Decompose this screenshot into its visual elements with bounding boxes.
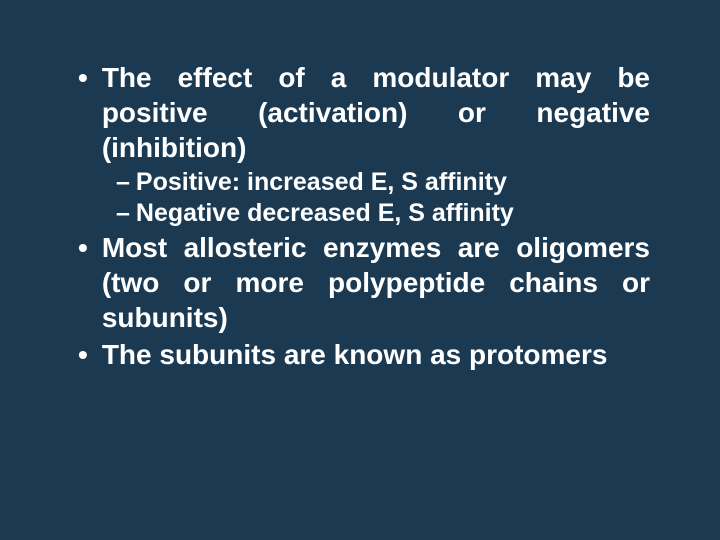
bullet-text: The effect of a modulator may be positiv… — [102, 60, 650, 165]
bullet-marker-icon: • — [78, 230, 88, 265]
sub-text: Positive: increased E, S affinity — [136, 167, 650, 198]
sub-item: – Negative decreased E, S affinity — [116, 198, 650, 229]
bullet-text: Most allosteric enzymes are oligomers (t… — [102, 230, 650, 335]
bullet-item: • The effect of a modulator may be posit… — [70, 60, 650, 165]
bullet-text: The subunits are known as protomers — [102, 337, 650, 372]
bullet-marker-icon: • — [78, 60, 88, 95]
bullet-marker-icon: • — [78, 337, 88, 372]
bullet-item: • Most allosteric enzymes are oligomers … — [70, 230, 650, 335]
dash-marker-icon: – — [116, 198, 130, 229]
dash-marker-icon: – — [116, 167, 130, 198]
bullet-item: • The subunits are known as protomers — [70, 337, 650, 372]
sub-item: – Positive: increased E, S affinity — [116, 167, 650, 198]
sub-text: Negative decreased E, S affinity — [136, 198, 650, 229]
slide-content: • The effect of a modulator may be posit… — [70, 60, 650, 372]
